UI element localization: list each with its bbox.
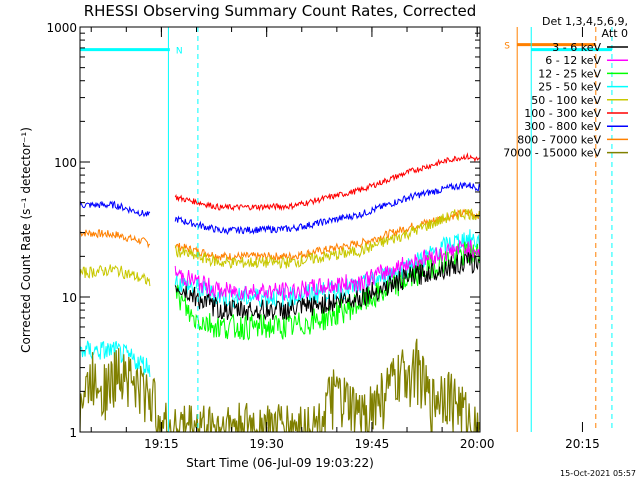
series-6-12-kev-line (174, 239, 480, 302)
legend-entry-label: 12 - 25 keV (538, 67, 601, 80)
legend-entry-label: 100 - 300 keV (524, 107, 601, 120)
x-tick-label: 19:45 (355, 437, 390, 451)
legend-entry-label: 800 - 7000 keV (517, 133, 601, 146)
y-tick-label: 1 (69, 426, 77, 440)
legend-entry-label: 25 - 50 keV (538, 81, 601, 94)
chart-title: RHESSI Observing Summary Count Rates, Co… (84, 2, 477, 20)
x-tick-label: 19:30 (249, 437, 284, 451)
x-tick-label: 20:15 (565, 437, 600, 451)
legend-entry-label: 300 - 800 keV (524, 120, 601, 133)
y-tick-label: 100 (54, 156, 77, 170)
y-tick-label: 1000 (46, 21, 77, 35)
flag-label: S (504, 42, 510, 52)
timestamp: 15-Oct-2021 05:57 (560, 469, 636, 478)
y-tick-label: 10 (62, 291, 77, 305)
y-axis-label: Corrected Count Rate (s⁻¹ detector⁻¹) (19, 127, 33, 353)
legend-entry-label: 3 - 6 keV (552, 41, 601, 54)
legend-entry-label: 6 - 12 keV (545, 54, 601, 67)
legend-header: Att 0 (602, 27, 628, 40)
series-300-800-kev-line (80, 181, 480, 236)
series-3-6-kev-line (174, 252, 480, 321)
plot-frame (79, 26, 481, 433)
x-axis-label: Start Time (06-Jul-09 19:03:22) (186, 456, 374, 470)
flag-label: N (176, 47, 183, 57)
legend-entry-label: 50 - 100 keV (531, 94, 601, 107)
legend-entry-label: 7000 - 15000 keV (503, 147, 601, 160)
x-tick-label: 20:00 (460, 437, 495, 451)
x-tick-label: 19:15 (144, 437, 179, 451)
legend-header: Det 1,3,4,5,6,9, (542, 15, 628, 28)
series-layer (80, 152, 480, 432)
series-100-300-kev-line (174, 152, 480, 212)
series-7000-15000-kev-line (80, 338, 480, 432)
series-50-100-kev-line (80, 208, 480, 287)
